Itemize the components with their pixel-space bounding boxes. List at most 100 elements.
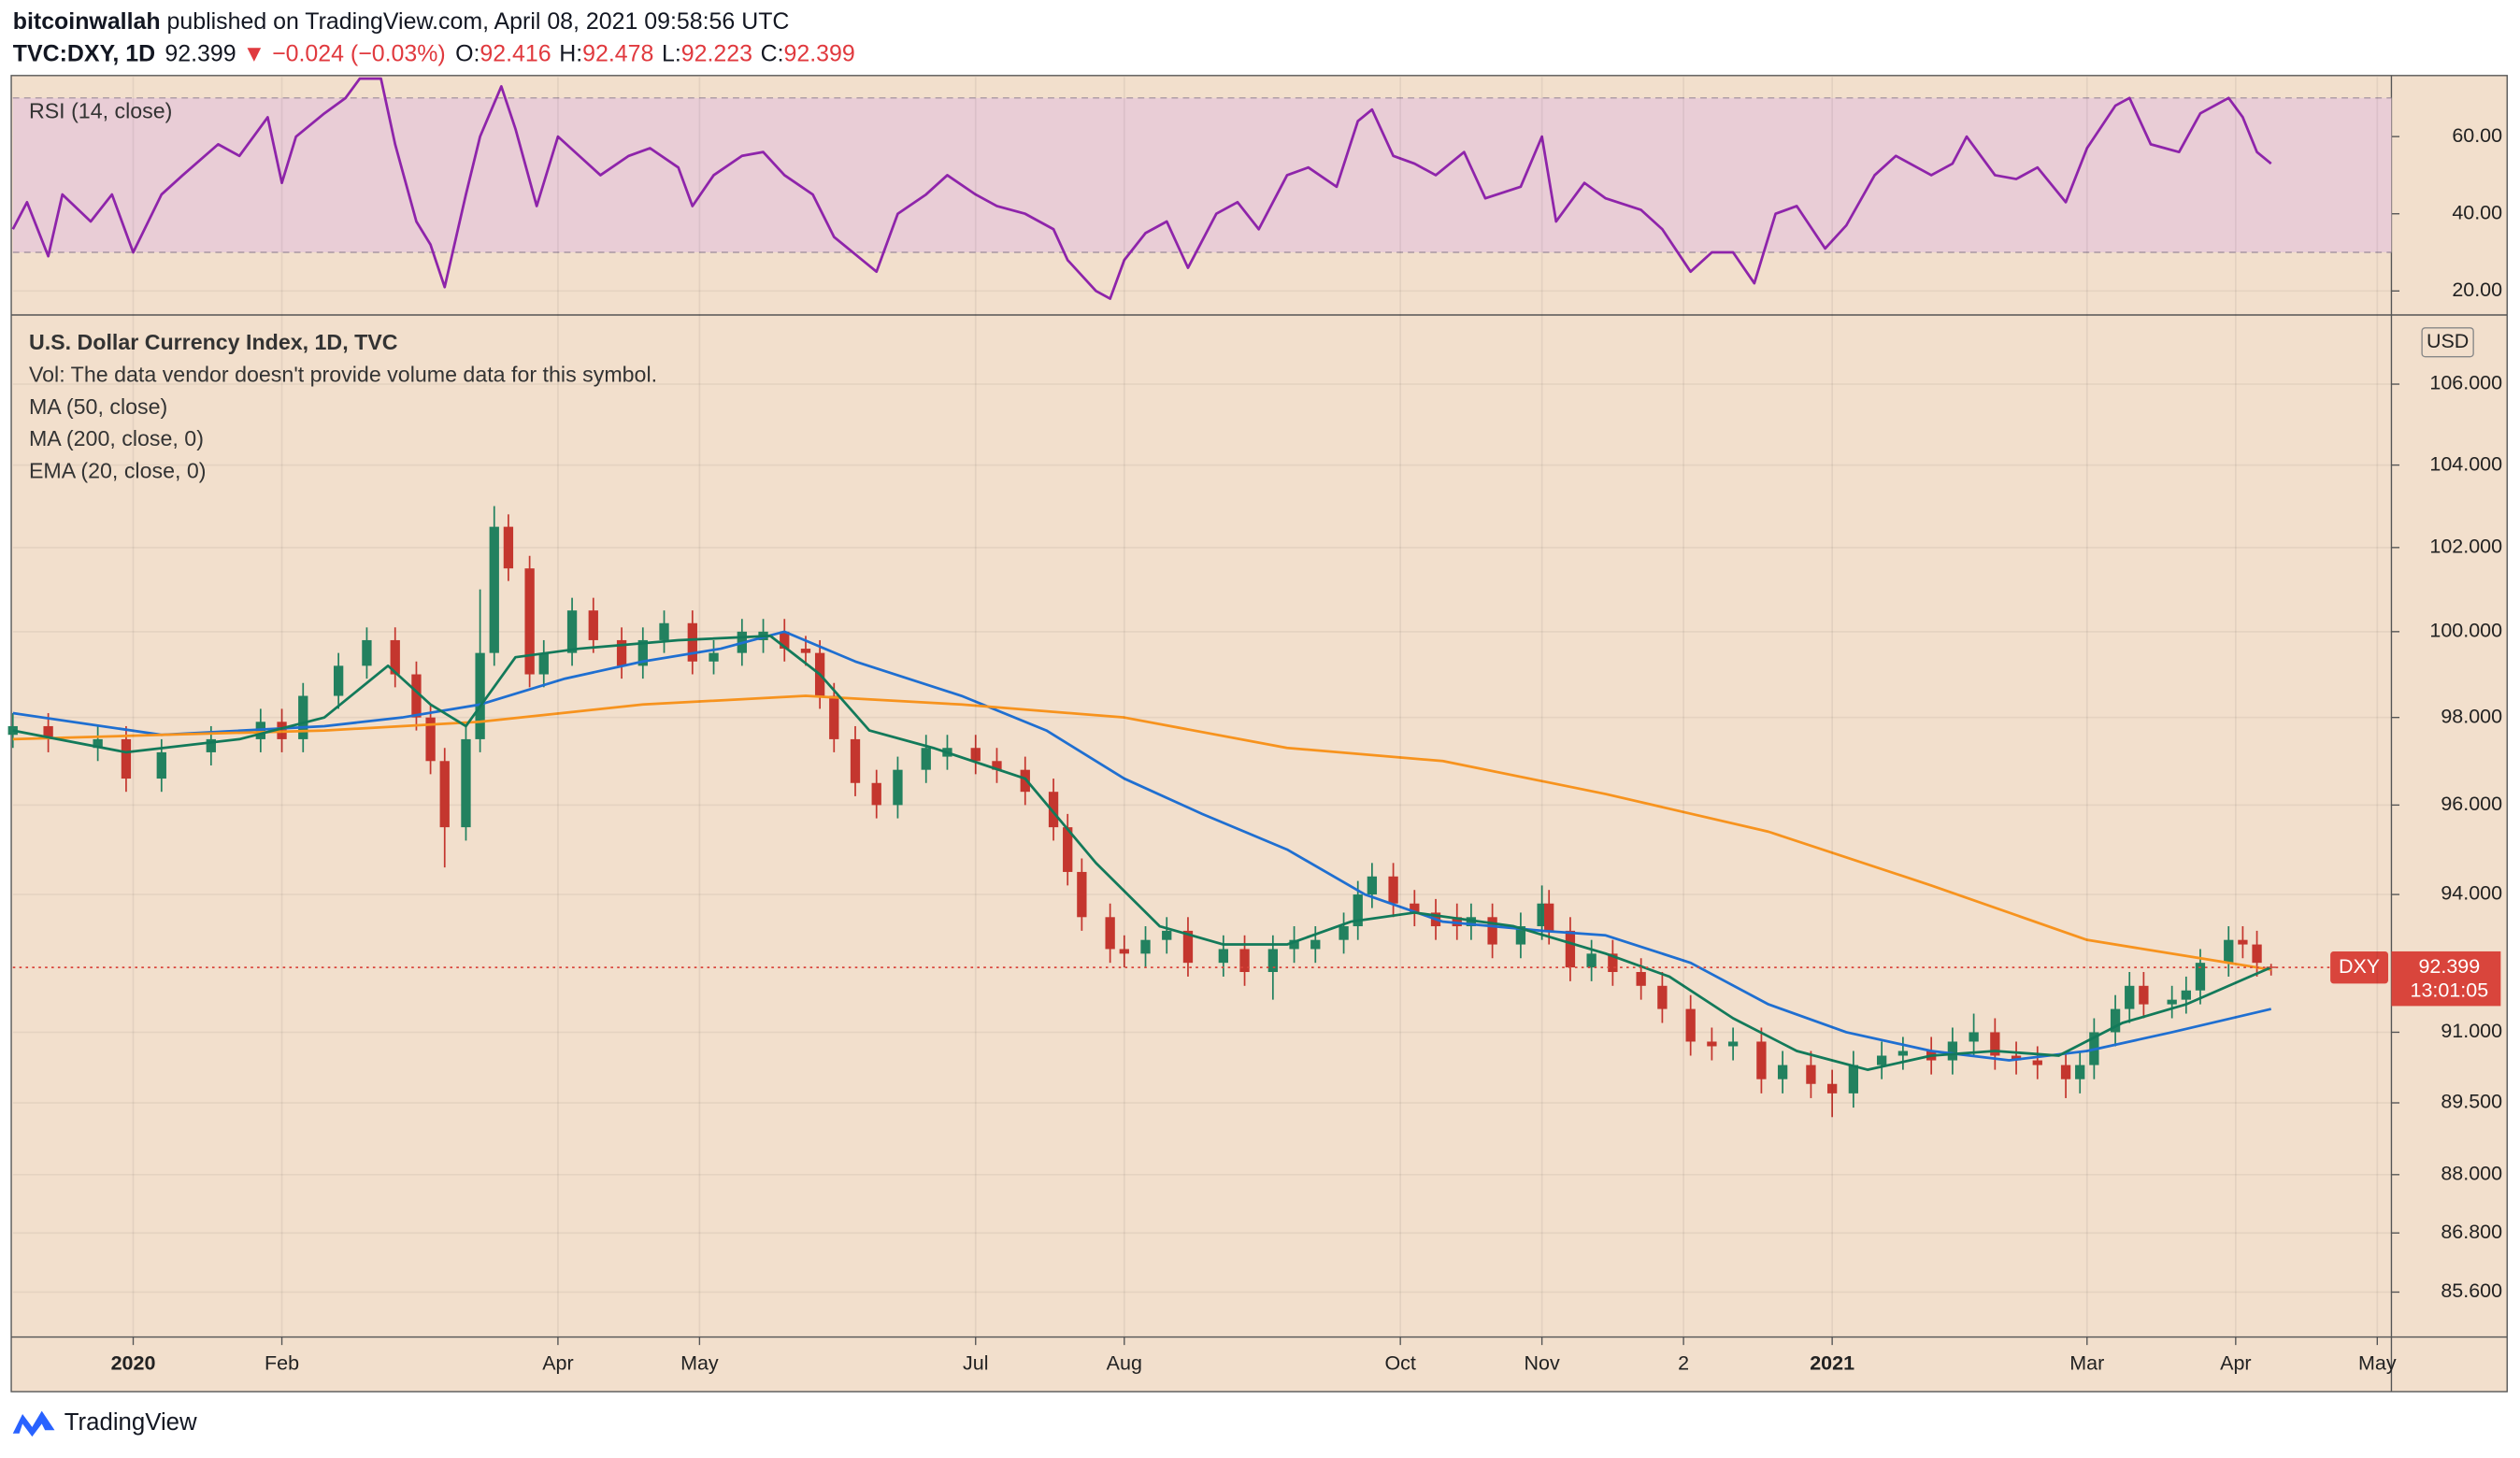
chart-title: U.S. Dollar Currency Index, 1D, TVC [29,330,398,354]
y-tick-label: 20.00 [2452,279,2502,301]
candle-body [2075,1065,2085,1079]
candle-body [2195,963,2206,991]
candle-body [2252,944,2262,964]
legend-entry: MA (200, close, 0) [29,426,204,450]
quote-line: TVC:DXY, 1D 92.399 ▼ −0.024 (−0.03%) O:92.41… [13,40,855,66]
candle-body [921,748,931,770]
x-tick-label: 2021 [1810,1351,1854,1374]
last-price: 92.399 [165,40,236,66]
candle-body [800,649,811,653]
candle-body [1077,871,1087,918]
x-tick-label: 2020 [111,1351,156,1374]
price-tag-value: 92.399 [2418,955,2480,978]
open-value: 92.416 [480,40,551,66]
candle-body [1990,1032,2000,1056]
candle-body [1353,894,1363,927]
candle-body [43,725,53,739]
candle-body [1339,926,1349,940]
author[interactable]: bitcoinwallah [13,8,161,35]
candle-body [206,738,216,752]
x-tick-label: 2 [1678,1351,1689,1374]
candle-body [709,652,719,662]
candle-body [1239,949,1250,973]
candle-body [1140,939,1151,954]
candle-body [1826,1083,1838,1094]
candle-body [121,738,132,779]
y-tick-label: 88.000 [2441,1162,2502,1184]
legend-entry: EMA (20, close, 0) [29,459,207,483]
candle-body [992,761,1002,770]
y-tick-label: 86.800 [2441,1221,2502,1243]
candle-body [616,639,627,666]
candle-body [1388,876,1398,904]
low-value: 92.223 [681,40,752,66]
y-tick-label: 94.000 [2441,882,2502,905]
y-tick-label: 104.000 [2429,452,2502,475]
candle-body [1452,917,1462,927]
line-series [12,694,2271,971]
footer-logo[interactable]: TradingView [12,1409,197,1437]
x-tick-label: Jul [963,1351,988,1374]
candle-body [1777,1065,1788,1079]
candle-body [1565,930,1576,968]
direction: ▼ [243,40,266,66]
candle-body [1848,1065,1859,1094]
candle-body [1515,926,1526,945]
candle-body [829,695,839,739]
y-tick-label: 85.600 [2441,1279,2502,1302]
countdown: 13:01:05 [2411,979,2489,1002]
candle-body [425,717,436,762]
candle-body [1756,1041,1767,1079]
x-tick-label: Feb [265,1351,299,1374]
symbol-tag [2330,951,2389,984]
candle-body [588,610,598,640]
published: published on TradingView.com, April 08, … [166,8,789,35]
candle-body [538,652,549,675]
candle-body [1707,1041,1717,1047]
x-tick-label: Mar [2069,1351,2104,1374]
candle-body [1063,827,1073,872]
x-tick-label: Apr [542,1351,573,1374]
candle-body [1537,903,1547,927]
candle-body [2181,990,2191,1000]
candle-body [333,665,344,696]
legend-entry: MA (50, close) [29,394,167,419]
candle-body [1544,903,1554,931]
candle-body [2224,939,2234,964]
x-tick-label: May [2358,1351,2397,1374]
y-tick-label: 60.00 [2452,124,2502,147]
candle-body [1657,985,1668,1009]
rsi-band [12,97,2392,253]
high-value: 92.478 [582,40,653,66]
candle-body [461,738,471,828]
candle-body [362,639,372,666]
candle-body [1969,1032,1979,1042]
candle-body [1586,953,1596,968]
candle-body [1218,949,1228,964]
chart-background [10,75,2508,1393]
candle-body [489,526,499,653]
candle-body [871,782,881,806]
candle-body [1876,1055,1887,1065]
x-tick-label: Nov [1525,1351,1560,1374]
candle-body [1410,903,1420,913]
candle-body [2032,1060,2042,1065]
candle-body [1267,949,1278,973]
candle-body [850,738,861,783]
x-tick-label: May [680,1351,719,1374]
candle-body [439,761,450,828]
candle-body [2125,985,2135,1009]
open-label: O: [455,40,480,66]
candle-body [1048,792,1059,828]
change: −0.024 (−0.03%) [272,40,446,66]
candle-body [1162,930,1172,940]
candle-body [524,568,535,675]
candle-body [1020,769,1030,793]
candle-body [659,622,669,640]
candle-body [1806,1065,1816,1084]
candle-body [1685,1008,1696,1042]
y-tick-label: 106.000 [2429,372,2502,394]
low-label: L: [662,40,681,66]
